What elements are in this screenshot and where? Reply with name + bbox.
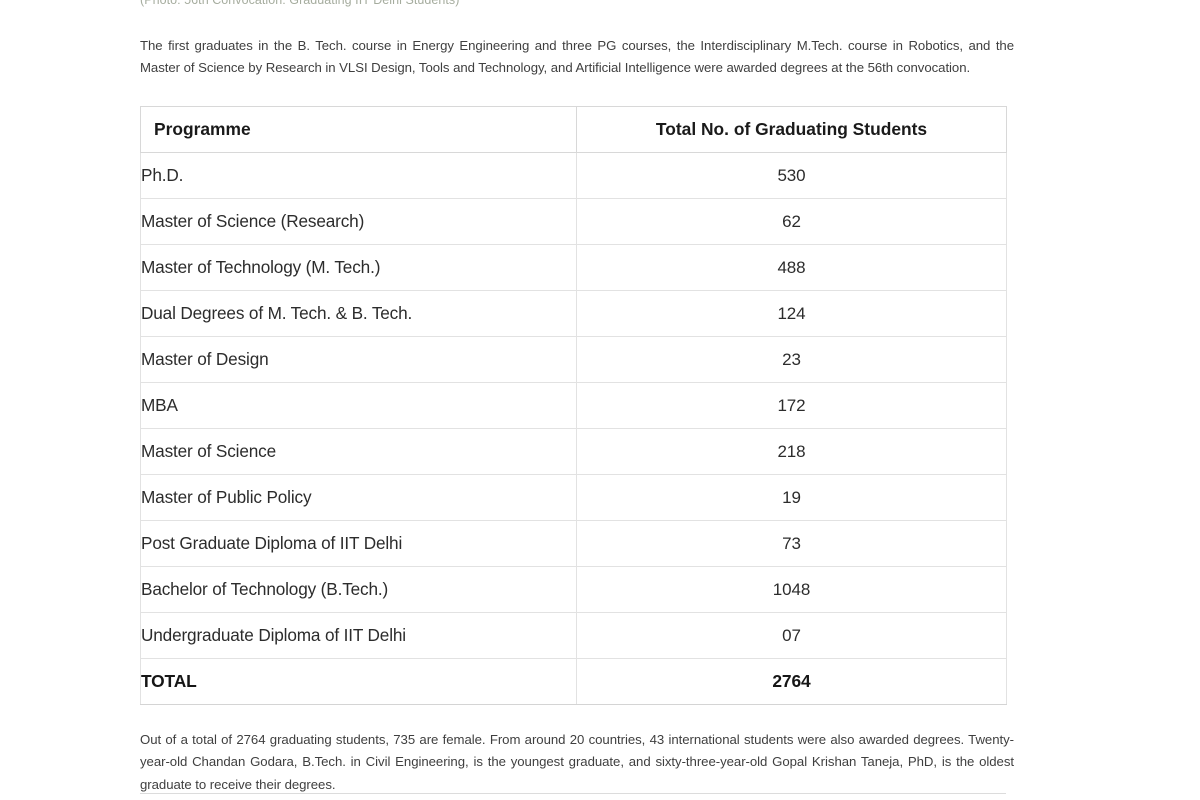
- cell-programme: MBA: [140, 382, 577, 429]
- bottom-divider: [140, 793, 1006, 794]
- cell-count: 218: [576, 428, 1007, 475]
- table-row: Ph.D. 530: [140, 152, 1007, 199]
- cell-count: 1048: [576, 566, 1007, 613]
- graduating-students-table: Programme Total No. of Graduating Studen…: [140, 106, 1007, 705]
- cell-count: 124: [576, 290, 1007, 337]
- cell-programme: Master of Design: [140, 336, 577, 383]
- table-row: Dual Degrees of M. Tech. & B. Tech. 124: [140, 290, 1007, 337]
- cell-count: 172: [576, 382, 1007, 429]
- table-row: Master of Science 218: [140, 428, 1007, 475]
- cell-programme: Post Graduate Diploma of IIT Delhi: [140, 520, 577, 567]
- cell-programme: Master of Science (Research): [140, 198, 577, 245]
- table-row: Master of Science (Research) 62: [140, 198, 1007, 245]
- cell-count: 488: [576, 244, 1007, 291]
- column-header-total-students: Total No. of Graduating Students: [576, 106, 1007, 153]
- table-body: Ph.D. 530 Master of Science (Research) 6…: [140, 152, 1007, 705]
- table-row: Bachelor of Technology (B.Tech.) 1048: [140, 566, 1007, 613]
- outro-paragraph: Out of a total of 2764 graduating studen…: [140, 732, 1014, 792]
- cell-total-label: TOTAL: [140, 658, 577, 705]
- cell-programme: Master of Technology (M. Tech.): [140, 244, 577, 291]
- cell-programme: Master of Science: [140, 428, 577, 475]
- cell-total-count: 2764: [576, 658, 1007, 705]
- table-row: Post Graduate Diploma of IIT Delhi 73: [140, 520, 1007, 567]
- cell-count: 530: [576, 152, 1007, 199]
- table-row-total: TOTAL 2764: [140, 658, 1007, 705]
- table-row: Master of Technology (M. Tech.) 488: [140, 244, 1007, 291]
- cell-programme: Undergraduate Diploma of IIT Delhi: [140, 612, 577, 659]
- photo-caption: (Photo: 56th Convocation: Graduating IIT…: [140, 0, 460, 7]
- cell-programme: Dual Degrees of M. Tech. & B. Tech.: [140, 290, 577, 337]
- cell-count: 62: [576, 198, 1007, 245]
- cell-programme: Master of Public Policy: [140, 474, 577, 521]
- table-header: Programme Total No. of Graduating Studen…: [140, 106, 1007, 153]
- table-row: Undergraduate Diploma of IIT Delhi 07: [140, 612, 1007, 659]
- cell-programme: Bachelor of Technology (B.Tech.): [140, 566, 577, 613]
- table-header-row: Programme Total No. of Graduating Studen…: [140, 106, 1007, 153]
- cell-programme: Ph.D.: [140, 152, 577, 199]
- table-row: MBA 172: [140, 382, 1007, 429]
- table-row: Master of Public Policy 19: [140, 474, 1007, 521]
- table-row: Master of Design 23: [140, 336, 1007, 383]
- column-header-programme: Programme: [140, 106, 577, 153]
- cell-count: 07: [576, 612, 1007, 659]
- cell-count: 73: [576, 520, 1007, 567]
- cell-count: 23: [576, 336, 1007, 383]
- cell-count: 19: [576, 474, 1007, 521]
- intro-paragraph: The first graduates in the B. Tech. cour…: [140, 38, 1014, 76]
